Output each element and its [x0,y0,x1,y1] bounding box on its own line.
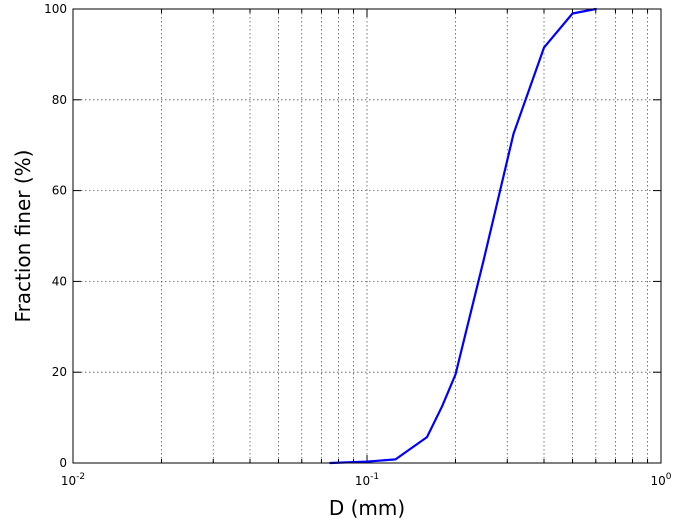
x-tick-base: 10 [355,474,370,488]
x-tick-label: 10-1 [355,472,379,488]
y-tick-label: 80 [52,93,67,107]
x-tick-label: 10-2 [61,472,85,488]
series-layer [329,7,597,465]
grid-layer [73,9,661,463]
x-tick-base: 10 [61,474,76,488]
series-line [329,7,597,465]
y-tick-labels: 0 20 40 60 80 100 [44,2,67,470]
plot-frame [72,8,662,464]
x-tick-label: 100 [650,472,671,488]
y-tick-label: 60 [52,184,67,198]
y-tick-label: 0 [59,456,67,470]
x-tick-exponent: -1 [370,472,379,482]
y-tick-label: 100 [44,2,67,16]
y-tick-label: 40 [52,274,67,288]
x-axis-label: D (mm) [329,496,405,520]
y-axis-label: Fraction finer (%) [11,150,35,323]
x-tick-labels: 10-2 10-1 100 [61,472,672,488]
x-tick-exponent: 0 [666,472,672,482]
x-tick-base: 10 [650,474,665,488]
y-tick-label: 20 [52,365,67,379]
x-tick-exponent: -2 [76,472,85,482]
